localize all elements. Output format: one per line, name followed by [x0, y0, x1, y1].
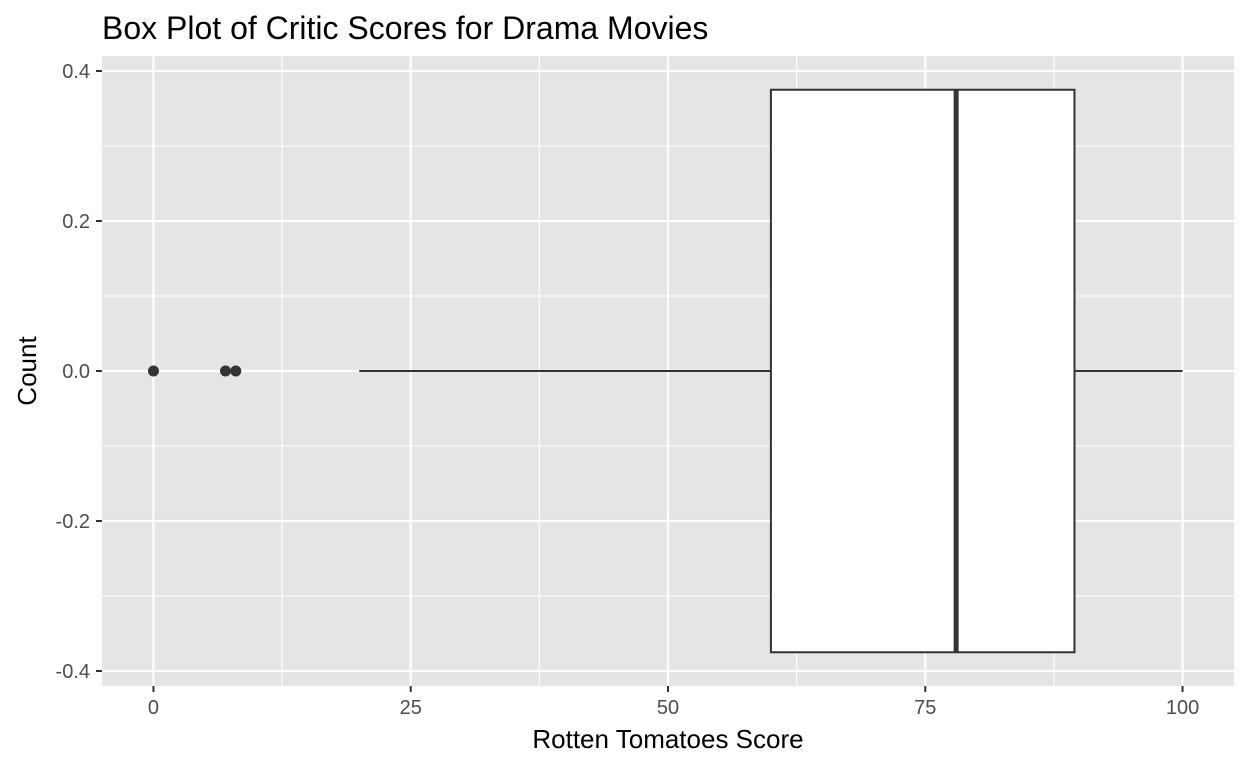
x-tick-label: 0 [148, 697, 159, 719]
y-axis: -0.4 -0.2 0.0 0.2 0.4 [56, 61, 102, 683]
x-tick-label: 75 [914, 697, 936, 719]
interquartile-box [769, 88, 1076, 654]
chart-title: Box Plot of Critic Scores for Drama Movi… [102, 10, 708, 46]
y-tick-label: 0.0 [62, 361, 90, 383]
y-axis-title: Count [12, 336, 42, 406]
outlier-point [147, 365, 159, 377]
outlier-point [219, 365, 231, 377]
y-tick-label: -0.4 [56, 661, 90, 683]
box-layer [359, 88, 1183, 654]
x-tick-label: 25 [400, 697, 422, 719]
outliers-layer [147, 365, 242, 377]
x-axis: 0 25 50 75 100 [148, 686, 1199, 719]
x-axis-title: Rotten Tomatoes Score [532, 724, 803, 754]
x-tick-label: 50 [657, 697, 679, 719]
outlier-point [230, 365, 242, 377]
y-tick-label: 0.2 [62, 211, 90, 233]
y-tick-label: -0.2 [56, 511, 90, 533]
y-tick-label: 0.4 [62, 61, 90, 83]
x-tick-label: 100 [1166, 697, 1199, 719]
